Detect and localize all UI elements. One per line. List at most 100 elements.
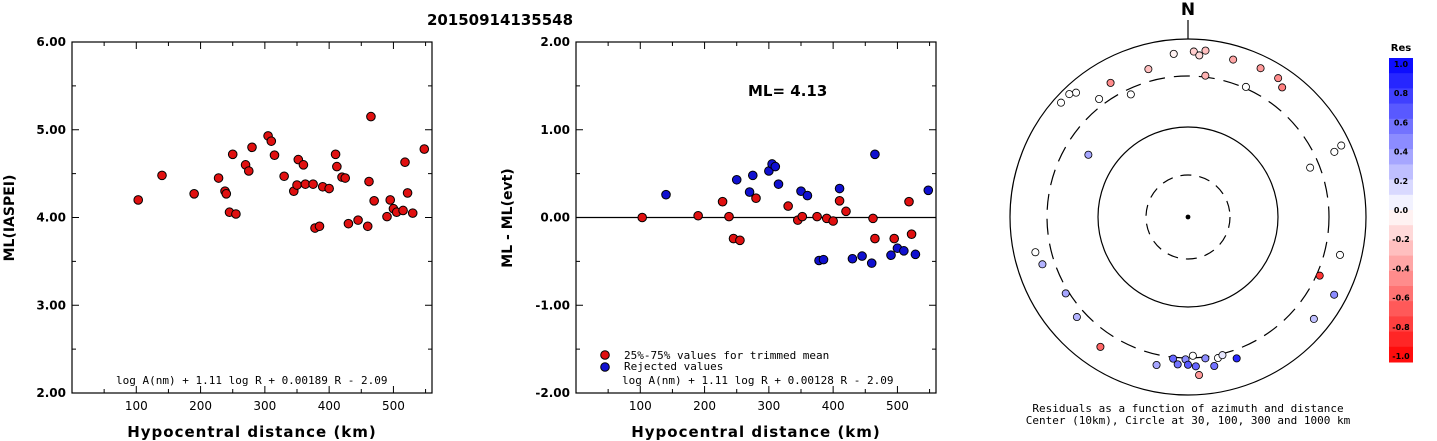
- colorbar-tick-label: -0.6: [1392, 294, 1410, 303]
- magnitude-point: [189, 189, 199, 199]
- trimmed-point: [812, 211, 822, 222]
- magnitude-point: [314, 221, 325, 232]
- station-point: [1241, 82, 1250, 91]
- station-point: [1189, 47, 1198, 56]
- legend-trimmed-marker: [600, 350, 610, 360]
- rejected-point: [661, 189, 671, 200]
- magnitude-point: [353, 215, 363, 225]
- magnitude-point: [279, 171, 289, 182]
- figure-title: 20150914135548: [427, 11, 573, 29]
- station-point: [1173, 360, 1182, 369]
- colorbar-tick-label: 0.4: [1394, 148, 1409, 157]
- magnitude-y-tick-label: 6.00: [36, 35, 66, 49]
- colorbar-cells: [1389, 58, 1413, 363]
- rejected-point: [773, 179, 784, 189]
- residual-y-tick-label: -1.00: [535, 298, 570, 312]
- legend-trimmed-label: 25%-75% values for trimmed mean: [624, 349, 829, 362]
- colorbar-cell: [1389, 194, 1413, 211]
- legend-rejected-marker: [600, 362, 610, 372]
- station-point: [1218, 351, 1227, 360]
- trimmed-point: [637, 212, 648, 223]
- magnitude-point: [133, 195, 144, 205]
- station-point: [1188, 351, 1197, 360]
- colorbar-tick-label: 0.8: [1394, 89, 1409, 98]
- residual-formula: log A(nm) + 1.11 log R + 0.00128 R - 2.0…: [622, 374, 894, 387]
- trimmed-point: [735, 235, 745, 246]
- colorbar-cell: [1389, 134, 1413, 150]
- rejected-point: [857, 251, 867, 261]
- station-point: [1195, 51, 1204, 60]
- rejected-point: [747, 170, 758, 181]
- residual-y-tick-label: -2.00: [535, 386, 570, 400]
- ring-1000km: [1009, 38, 1367, 396]
- legend-rejected-label: Rejected values: [624, 360, 723, 373]
- trimmed-point: [797, 211, 808, 222]
- magnitude-point: [243, 166, 254, 176]
- residual-y-tick-label: 1.00: [540, 123, 570, 137]
- station-point: [1144, 65, 1153, 74]
- magnitude-point: [398, 205, 408, 216]
- colorbar-cell: [1389, 286, 1413, 302]
- magnitude-point: [364, 176, 374, 187]
- station-point: [1337, 141, 1346, 150]
- magnitude-y-tick-label: 3.00: [36, 298, 66, 312]
- trimmed-point: [693, 210, 703, 221]
- north-label: N: [1181, 0, 1195, 20]
- residual-y-tick-label: 2.00: [540, 35, 570, 49]
- station-point: [1065, 90, 1074, 99]
- rejected-point: [870, 149, 880, 160]
- magnitude-point: [324, 183, 334, 194]
- magnitude-panel: 100 200 300 400 500 2.00 3.00 4.00 5.00 6.00 ML(I…: [2, 35, 433, 441]
- magnitude-point: [292, 180, 302, 190]
- station-point: [1084, 150, 1093, 159]
- magnitude-point: [369, 196, 379, 206]
- magnitude-x-tick-label: 300: [253, 399, 276, 413]
- colorbar-tick-label: -0.2: [1392, 235, 1410, 244]
- colorbar-tick-label: -1.0: [1392, 352, 1410, 361]
- magnitude-y-tick-label: 4.00: [36, 211, 66, 225]
- station-point: [1232, 354, 1241, 363]
- colorbar-cell: [1389, 270, 1413, 287]
- station-point: [1152, 360, 1161, 369]
- rejected-point: [866, 258, 877, 268]
- azimuth-panel: N Residuals as a function of azimuth and…: [1009, 0, 1367, 427]
- colorbar-cell: [1389, 103, 1413, 120]
- magnitude-point: [269, 150, 280, 160]
- station-point: [1184, 360, 1193, 369]
- colorbar-cell: [1389, 118, 1413, 135]
- station-point: [1229, 55, 1238, 64]
- magnitude-point: [247, 142, 257, 153]
- trimmed-point: [783, 201, 793, 211]
- magnitude-point: [266, 136, 277, 146]
- residual-points: [637, 149, 934, 268]
- magnitude-point: [221, 189, 232, 199]
- station-point: [1201, 46, 1210, 55]
- rejected-point: [834, 183, 845, 194]
- trimmed-point: [828, 216, 838, 226]
- residual-y-tick-label: 0.00: [540, 211, 570, 225]
- trimmed-point: [834, 196, 845, 206]
- colorbar-tick-label: 0.2: [1394, 177, 1408, 186]
- trimmed-point: [889, 233, 900, 244]
- colorbar-cell: [1389, 301, 1413, 317]
- colorbar-cell: [1389, 73, 1413, 89]
- center-marker: [1185, 214, 1191, 220]
- trimmed-point: [724, 211, 734, 222]
- magnitude-point: [407, 208, 418, 218]
- rejected-point: [847, 253, 858, 264]
- magnitude-point: [213, 173, 224, 183]
- station-point: [1061, 289, 1070, 298]
- residual-y-axis-label: ML - ML(evt): [500, 168, 516, 267]
- rejected-point: [731, 174, 742, 185]
- magnitude-point: [340, 173, 351, 183]
- ring-30km: [1145, 174, 1231, 260]
- colorbar-tick-label: 1.0: [1394, 60, 1409, 69]
- station-point: [1169, 354, 1178, 363]
- trimmed-point: [904, 196, 914, 207]
- magnitude-point: [382, 211, 392, 222]
- magnitude-point: [419, 144, 430, 154]
- residual-x-tick-label: 200: [693, 399, 716, 413]
- rejected-point: [886, 250, 896, 261]
- station-point: [1274, 74, 1283, 83]
- trimmed-point: [751, 193, 761, 203]
